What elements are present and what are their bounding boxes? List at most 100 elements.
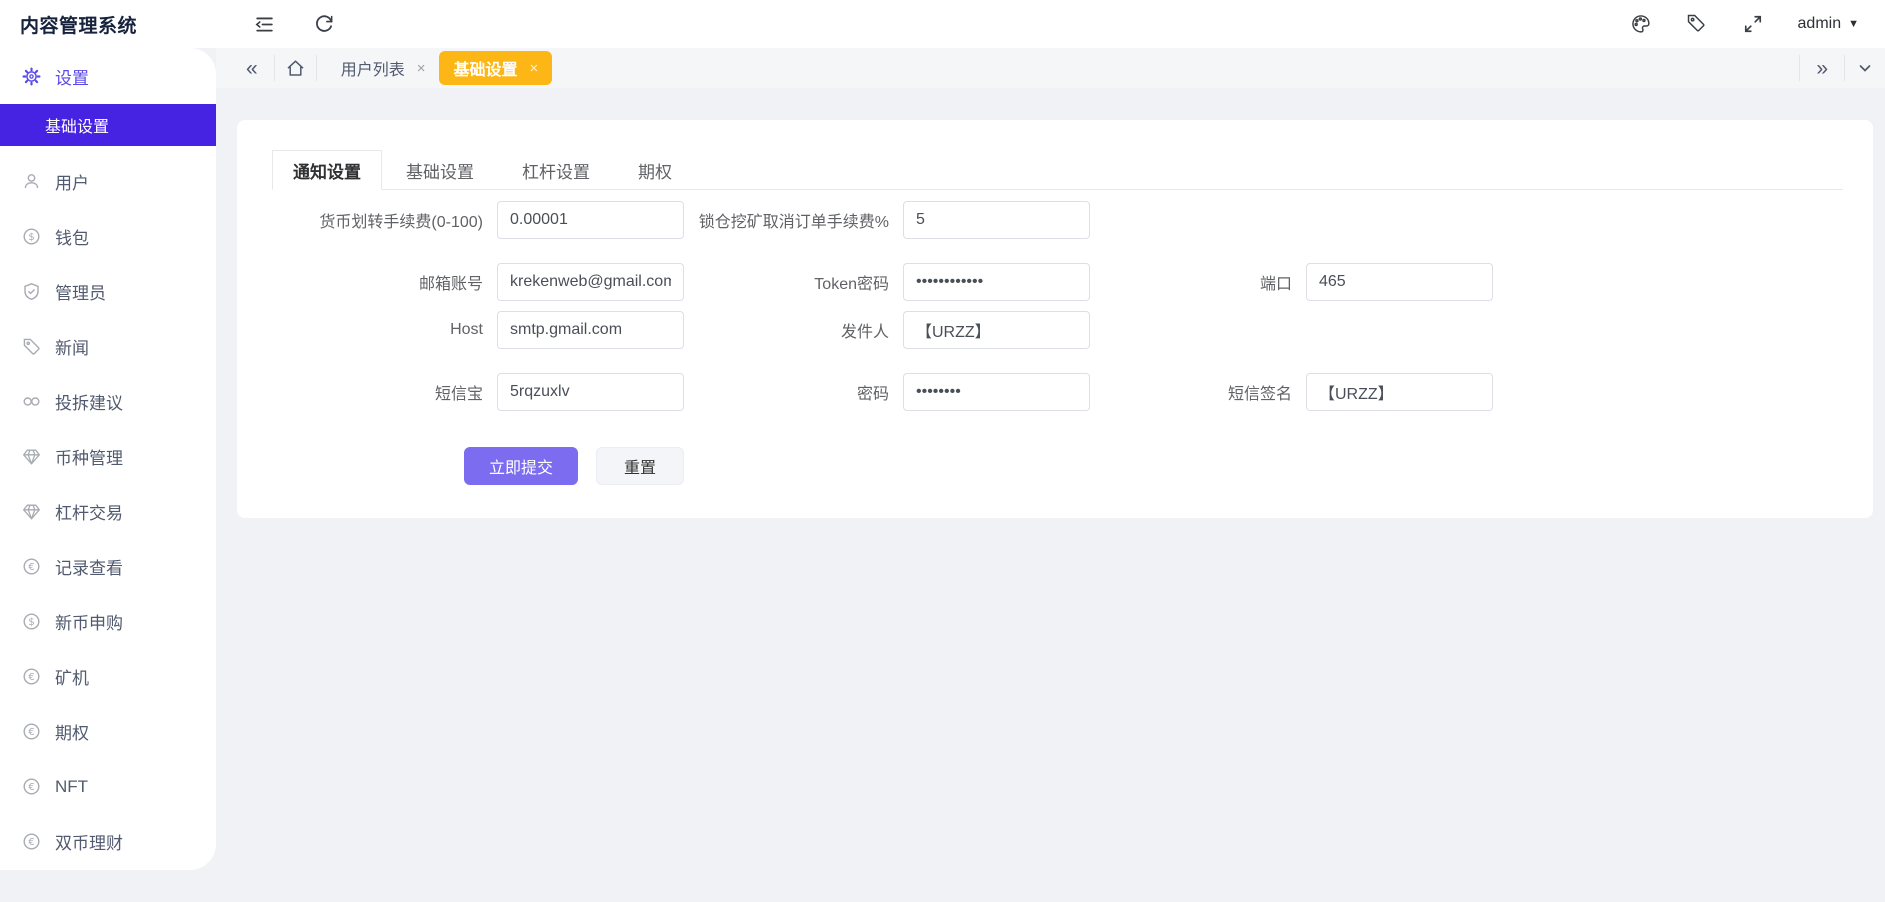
sidebar-item-records[interactable]: 记录查看 (0, 539, 216, 594)
tab-leverage-settings[interactable]: 杠杆设置 (498, 150, 614, 190)
host-input[interactable] (497, 311, 684, 349)
notification-settings-form: 货币划转手续费(0-100) 锁仓挖矿取消订单手续费% 邮箱账号 (272, 201, 1843, 485)
topbar: admin ▼ (216, 0, 1885, 48)
divider (273, 55, 275, 81)
close-icon[interactable]: × (529, 59, 539, 77)
currency-transfer-fee-input[interactable] (497, 201, 684, 239)
password-input[interactable] (903, 373, 1090, 411)
tab-basic-settings[interactable]: 基础设置 (382, 150, 498, 190)
sidebar-item-label: 投拆建议 (55, 394, 123, 413)
sidebar-item-new-coin-subscribe[interactable]: 新币申购 (0, 594, 216, 649)
email-account-input[interactable] (497, 263, 684, 301)
sidebar-items: 用户 钱包 管理员 新闻 投拆建议 (0, 154, 216, 869)
sidebar-item-settings[interactable]: 设置 (0, 48, 216, 104)
sidebar-item-admins[interactable]: 管理员 (0, 264, 216, 319)
close-icon[interactable]: × (416, 59, 426, 77)
home-icon[interactable] (285, 58, 306, 79)
tab-label: 通知设置 (293, 162, 361, 182)
sidebar-item-feedback[interactable]: 投拆建议 (0, 374, 216, 429)
sidebar-item-basic-settings[interactable]: 基础设置 (0, 104, 216, 146)
form-field: 邮箱账号 (272, 263, 684, 301)
divider (1844, 55, 1845, 81)
shield-check-icon (24, 283, 39, 300)
form-field: 发件人 (684, 311, 1090, 349)
sidebar-item-leverage-trading[interactable]: 杠杆交易 (0, 484, 216, 539)
euro-circle-icon (23, 668, 40, 685)
tabs-scroll-left-button[interactable]: « (246, 56, 258, 80)
settings-card: 通知设置 基础设置 杠杆设置 期权 货币划转手续费(0-1 (237, 120, 1873, 518)
content-area: 通知设置 基础设置 杠杆设置 期权 货币划转手续费(0-1 (216, 88, 1885, 902)
sidebar-item-wallet[interactable]: 钱包 (0, 209, 216, 264)
main-column: admin ▼ « 用户列表 × 基础设置 × » (216, 0, 1885, 902)
sender-input[interactable] (903, 311, 1090, 349)
field-label: 邮箱账号 (418, 276, 483, 293)
topbar-actions: admin ▼ (1630, 13, 1859, 35)
tabs-scroll-right-button[interactable]: » (1816, 56, 1828, 80)
tab-options[interactable]: 期权 (614, 150, 696, 190)
fullscreen-icon[interactable] (1742, 13, 1764, 35)
user-menu[interactable]: admin ▼ (1798, 15, 1859, 33)
sms-signature-input[interactable] (1306, 373, 1493, 411)
form-row: Host 发件人 (272, 311, 1843, 349)
link-icon (23, 397, 40, 406)
sidebar-item-miners[interactable]: 矿机 (0, 649, 216, 704)
sidebar-item-label: 用户 (55, 174, 89, 193)
sidebar-item-dual-currency[interactable]: 双币理财 (0, 814, 216, 869)
divider (315, 55, 317, 81)
form-actions: 立即提交 重置 (464, 447, 1843, 485)
dollar-circle-icon (23, 613, 40, 630)
refresh-icon[interactable] (313, 13, 335, 35)
form-field: 密码 (684, 373, 1090, 411)
lock-mining-cancel-fee-input[interactable] (903, 201, 1090, 239)
tab-label: 基础设置 (406, 162, 474, 182)
sidebar-item-label: 新币申购 (55, 614, 123, 633)
tag-icon (23, 338, 40, 355)
collapse-sidebar-icon[interactable] (253, 13, 275, 35)
sidebar-item-label: 钱包 (55, 229, 89, 248)
sidebar-item-coin-management[interactable]: 币种管理 (0, 429, 216, 484)
settings-tabs: 通知设置 基础设置 杠杆设置 期权 (272, 150, 1843, 190)
tab-label: 期权 (638, 162, 672, 182)
sidebar-item-label: 矿机 (55, 669, 89, 688)
sidebar-item-nft[interactable]: NFT (0, 759, 216, 814)
gear-icon (22, 66, 41, 86)
sidebar: 内容管理系统 设置 基础设置 用户 钱包 管理员 (0, 0, 216, 902)
sidebar-item-label: 记录查看 (55, 559, 123, 578)
form-field: 端口 (1090, 263, 1493, 301)
sidebar-item-label: 基础设置 (45, 119, 110, 136)
field-label: 货币划转手续费(0-100) (319, 214, 483, 231)
form-row: 货币划转手续费(0-100) 锁仓挖矿取消订单手续费% (272, 201, 1843, 239)
user-icon (24, 174, 39, 189)
field-label: 短信宝 (434, 386, 483, 403)
palette-icon[interactable] (1630, 13, 1652, 35)
field-label: 发件人 (840, 324, 889, 341)
smsbao-input[interactable] (497, 373, 684, 411)
page-tab-label: 基础设置 (453, 62, 518, 79)
gem-icon (23, 504, 40, 520)
sidebar-item-users[interactable]: 用户 (0, 154, 216, 209)
sidebar-item-label: 期权 (55, 724, 89, 743)
port-input[interactable] (1306, 263, 1493, 301)
form-field: 货币划转手续费(0-100) (272, 201, 684, 239)
sidebar-item-options[interactable]: 期权 (0, 704, 216, 759)
token-password-input[interactable] (903, 263, 1090, 301)
euro-circle-icon (23, 778, 40, 795)
submit-button[interactable]: 立即提交 (464, 447, 578, 485)
form-field: Token密码 (684, 263, 1090, 301)
euro-circle-icon (23, 558, 40, 575)
divider (1799, 55, 1801, 81)
reset-button[interactable]: 重置 (596, 447, 684, 485)
tab-strip: « 用户列表 × 基础设置 × » (216, 48, 1885, 88)
sidebar-item-news[interactable]: 新闻 (0, 319, 216, 374)
sidebar-item-label: 新闻 (55, 339, 89, 358)
gem-icon (23, 449, 40, 465)
field-label: 短信签名 (1227, 386, 1292, 403)
sidebar-item-label: 币种管理 (55, 449, 123, 468)
tag-icon[interactable] (1686, 13, 1708, 35)
tab-notification-settings[interactable]: 通知设置 (272, 150, 382, 190)
page-tab-basic-settings[interactable]: 基础设置 × (439, 51, 553, 85)
chevron-down-icon[interactable] (1855, 58, 1875, 78)
field-label: 锁仓挖矿取消订单手续费% (698, 214, 889, 231)
page-tab-user-list[interactable]: 用户列表 × (327, 51, 440, 85)
